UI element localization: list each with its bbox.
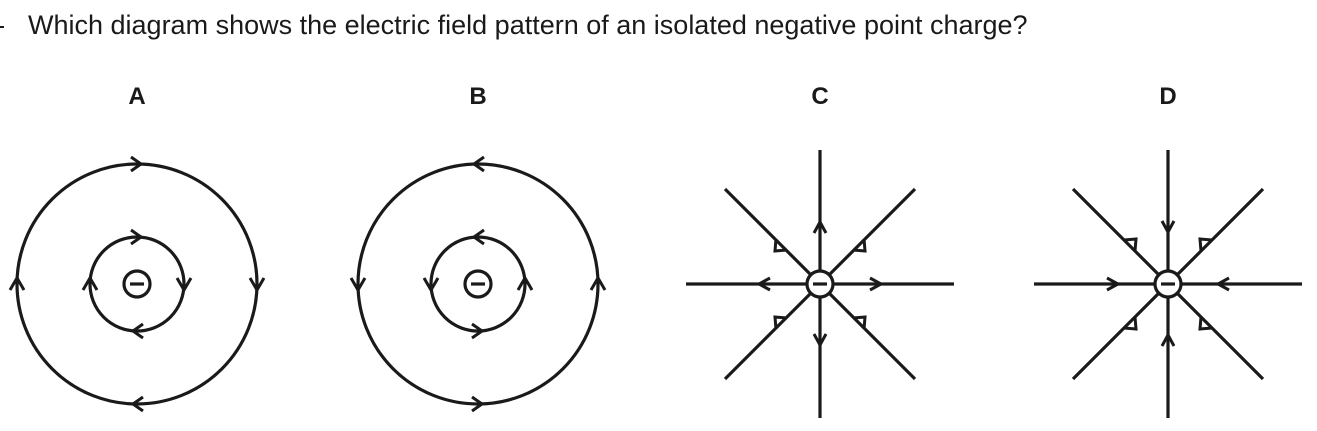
option-label-c[interactable]: C xyxy=(811,83,829,110)
diagram-c-arrow-nw xyxy=(773,238,788,253)
diagram-a-inner-field-line xyxy=(88,235,186,333)
diagram-a-arrow-bottom xyxy=(130,395,144,413)
diagram-d-arrow-ne xyxy=(1198,237,1213,252)
option-label-b[interactable]: B xyxy=(469,83,487,110)
diagram-c-arrow-w xyxy=(755,276,771,292)
diagram-a-arrow-top xyxy=(130,155,144,173)
diagram-d-arrow-n xyxy=(1160,220,1176,236)
diagram-c-arrow-s xyxy=(812,333,828,349)
diagram-b-arrow-top xyxy=(471,155,485,173)
diagram-d-arrow-nw xyxy=(1123,237,1138,252)
diagram-a-inner-arrow-bottom xyxy=(130,322,144,340)
diagram-b[interactable] xyxy=(349,155,607,413)
option-label-a[interactable]: A xyxy=(128,83,146,110)
diagram-c-arrow-e xyxy=(869,276,885,292)
diagram-a-inner-arrow-left xyxy=(81,275,99,291)
diagram-c-arrow-se xyxy=(852,315,867,330)
diagram-a-arrow-left xyxy=(8,275,26,291)
diagram-b-arrow-right xyxy=(589,275,607,291)
diagram-b-inner-arrow-right xyxy=(516,275,534,291)
diagram-a-inner-arrow-top xyxy=(130,228,144,246)
diagram-c-arrow-ne xyxy=(852,238,867,253)
diagram-b-outer-field-line xyxy=(356,162,600,406)
diagram-c-field-line-nw xyxy=(723,187,813,277)
diagram-b-inner-arrow-bottom xyxy=(471,322,485,340)
diagram-c-arrow-sw xyxy=(773,315,788,330)
diagram-b-inner-arrow-left xyxy=(422,277,440,293)
diagram-d-field-line-ne xyxy=(1175,187,1265,277)
diagram-b-arrow-left xyxy=(349,277,367,293)
diagram-c-arrow-n xyxy=(812,218,828,234)
diagram-d-arrow-sw xyxy=(1123,316,1138,331)
diagram-b-inner-arrow-top xyxy=(471,228,485,246)
diagram-d[interactable] xyxy=(1034,150,1302,418)
diagram-b-inner-field-line xyxy=(429,235,527,333)
diagram-c[interactable] xyxy=(686,150,954,418)
diagram-d-arrow-s xyxy=(1160,331,1176,347)
diagram-d-arrow-se xyxy=(1198,316,1213,331)
question-bullet xyxy=(0,26,4,28)
option-label-d[interactable]: D xyxy=(1159,83,1177,110)
diagram-a[interactable] xyxy=(8,155,266,413)
diagram-c-field-line-sw xyxy=(723,291,813,381)
diagram-b-arrow-bottom xyxy=(471,395,485,413)
question-text: Which diagram shows the electric field p… xyxy=(28,10,1028,40)
diagram-a-inner-arrow-right xyxy=(175,277,193,293)
diagram-d-field-line-sw xyxy=(1071,291,1161,381)
diagram-d-field-line-se xyxy=(1175,291,1265,381)
diagram-d-arrow-e xyxy=(1214,276,1230,292)
diagram-d-field-line-nw xyxy=(1071,187,1161,277)
diagram-c-field-line-ne xyxy=(827,187,917,277)
diagram-d-arrow-w xyxy=(1106,276,1122,292)
diagram-c-field-line-se xyxy=(827,291,917,381)
diagram-a-outer-field-line xyxy=(15,162,259,406)
diagram-a-arrow-right xyxy=(248,277,266,293)
